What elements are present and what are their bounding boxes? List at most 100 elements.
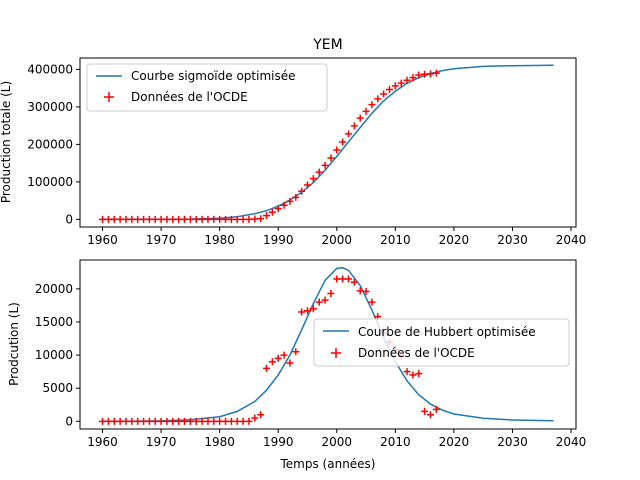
bottom-y-tick-label: 20000 [35, 282, 73, 296]
bottom-data-point [263, 364, 271, 372]
top-data-point [140, 215, 148, 223]
bottom-data-point [286, 359, 294, 367]
top-data-point [268, 208, 276, 216]
bottom-x-tick-label: 1970 [146, 435, 177, 449]
bottom-x-tick-label: 2020 [439, 435, 470, 449]
top-data-point [374, 95, 382, 103]
top-data-point [210, 215, 218, 223]
bottom-series [99, 266, 554, 425]
top-data-point [339, 138, 347, 146]
bottom-data-point [257, 411, 265, 419]
bottom-data-point [116, 417, 124, 425]
bottom-x-tick-label: 1990 [263, 435, 294, 449]
bottom-data-point [274, 354, 282, 362]
bottom-data-point [239, 417, 247, 425]
top-data-point [304, 181, 312, 189]
top-y-tick-label: 200000 [27, 137, 73, 151]
bottom-chart: Prodcution (L) Temps (années) 1960 1970 19… [7, 259, 586, 471]
top-data-point [245, 215, 253, 223]
bottom-data-point [140, 417, 148, 425]
top-y-tick-label: 400000 [27, 62, 73, 76]
top-x-tick-label: 2000 [322, 233, 353, 247]
top-data-point [321, 161, 329, 169]
top-data-point [391, 82, 399, 90]
top-data-point [415, 71, 423, 79]
top-x-tick-label: 2020 [439, 233, 470, 247]
top-x-ticks: 1960 1970 1980 1990 2000 2010 2020 2030 2040 [87, 227, 586, 247]
top-y-axis-label: Production totale (L) [0, 81, 13, 203]
top-x-tick-label: 1980 [204, 233, 235, 247]
bottom-y-ticks: 0 5000 10000 15000 20000 [35, 282, 80, 428]
bottom-x-axis-label: Temps (années) [280, 457, 376, 471]
bottom-data-point [327, 290, 335, 298]
top-data-point [116, 215, 124, 223]
top-data-point [362, 107, 370, 115]
top-data-point [239, 215, 247, 223]
bottom-x-tick-label: 2030 [497, 435, 528, 449]
bottom-data-point [134, 417, 142, 425]
bottom-data-point [356, 287, 364, 295]
bottom-x-tick-label: 1980 [204, 435, 235, 449]
bottom-data-point [432, 405, 440, 413]
bottom-y-axis-label: Prodcution (L) [7, 302, 21, 386]
top-data-point [344, 130, 352, 138]
bottom-data-point [292, 348, 300, 356]
bottom-data-point [280, 351, 288, 359]
top-data-point [157, 215, 165, 223]
bottom-data-point [415, 370, 423, 378]
bottom-data-point [145, 417, 153, 425]
top-data-point [274, 205, 282, 213]
top-legend-marker-swatch [104, 92, 114, 102]
bottom-data-point [227, 417, 235, 425]
bottom-data-point [403, 368, 411, 376]
bottom-data-point [339, 275, 347, 283]
top-data-point [110, 215, 118, 223]
bottom-data-point [198, 417, 206, 425]
bottom-data-point [409, 371, 417, 379]
top-data-point [380, 90, 388, 98]
top-data-point [128, 215, 136, 223]
top-data-point [151, 215, 159, 223]
top-data-point [181, 215, 189, 223]
top-data-point [122, 215, 130, 223]
bottom-data-point [210, 417, 218, 425]
top-data-point [104, 215, 112, 223]
bottom-legend-label-fit: Courbe de Hubbert optimisée [358, 325, 536, 339]
top-x-tick-label: 2040 [556, 233, 587, 247]
top-data-point [198, 215, 206, 223]
bottom-data-point [186, 417, 194, 425]
top-series [99, 64, 554, 223]
top-y-tick-label: 100000 [27, 175, 73, 189]
bottom-data-point [122, 417, 130, 425]
bottom-data-point [421, 407, 429, 415]
top-data-point [292, 193, 300, 201]
top-data-point [432, 69, 440, 77]
bottom-y-tick-label: 10000 [35, 348, 73, 362]
bottom-data-point [151, 417, 159, 425]
top-y-ticks: 0 100000 200000 300000 400000 [27, 62, 80, 226]
bottom-data-point [368, 298, 376, 306]
top-chart-title: YEM [312, 37, 342, 53]
bottom-legend-label-data: Données de l'OCDE [358, 346, 475, 360]
bottom-data-point [163, 417, 171, 425]
top-data-point [227, 215, 235, 223]
bottom-data-point [181, 417, 189, 425]
bottom-y-tick-label: 0 [65, 414, 73, 428]
top-data-point [421, 70, 429, 78]
bottom-x-ticks: 1960 1970 1980 1990 2000 2010 2020 2030 2040 [87, 429, 586, 449]
top-data-point [403, 76, 411, 84]
top-data-point [327, 154, 335, 162]
top-data-point [426, 70, 434, 78]
bottom-data-point [222, 417, 230, 425]
top-x-tick-label: 1990 [263, 233, 294, 247]
bottom-x-tick-label: 2010 [380, 435, 411, 449]
top-data-point [350, 122, 358, 130]
top-data-point [280, 201, 288, 209]
bottom-data-point [315, 298, 323, 306]
top-y-tick-label: 0 [65, 212, 73, 226]
bottom-data-point [426, 411, 434, 419]
bottom-data-point [175, 417, 183, 425]
top-data-point [163, 215, 171, 223]
top-data-point [222, 215, 230, 223]
